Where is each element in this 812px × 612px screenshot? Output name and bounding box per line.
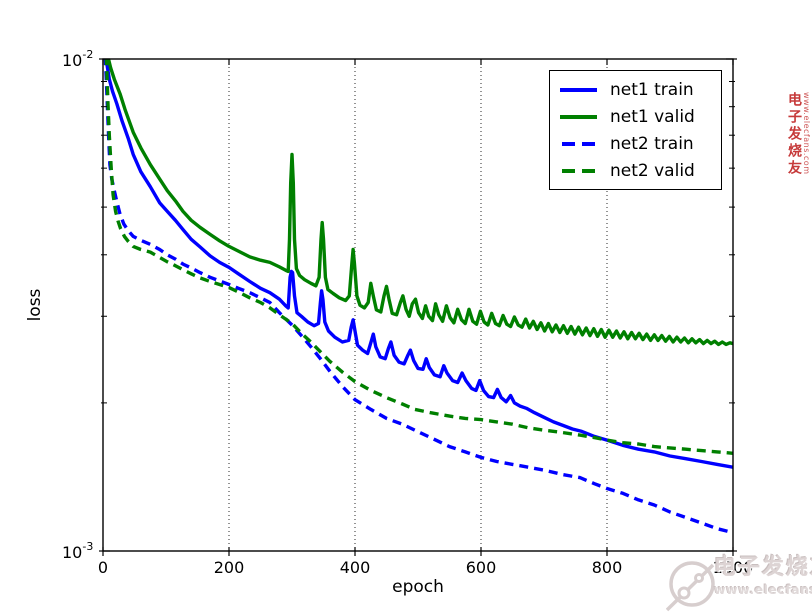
x-axis-tick-label: 400 [340, 558, 371, 577]
legend-line-sample [560, 114, 597, 119]
elecfans-logo-icon [666, 561, 715, 612]
x-axis-tick-label: 800 [592, 558, 623, 577]
watermark-url-text: www.elecfans.com [714, 582, 812, 598]
legend-entry-net2-valid: net2 valid [560, 161, 713, 181]
watermark-brand-text: 电子发烧友 [786, 92, 802, 177]
x-axis-tick-label: 0 [98, 558, 108, 577]
plot-frame [102, 58, 734, 552]
watermark-top-right: 电子发烧友 www.elecfans.com [786, 92, 811, 177]
legend-entry-net2-train: net2 train [560, 134, 713, 154]
series-net2-valid [104, 59, 733, 455]
legend-entry-net1-valid: net1 valid [560, 107, 713, 127]
series-net1-valid [106, 59, 733, 347]
watermark-url-text: www.elecfans.com [802, 92, 811, 175]
legend-line-sample [560, 87, 597, 92]
legend-label: net1 train [610, 79, 694, 100]
legend-box: net1 train net1 valid net2 train net2 valid [549, 70, 722, 190]
y-axis-tick-label: 10-2 [62, 48, 93, 70]
legend-entry-net1-train: net1 train [560, 80, 713, 100]
y-axis-tick-label: 10-3 [62, 540, 93, 562]
x-axis-tick-label: 200 [214, 558, 245, 577]
legend-line-sample [560, 168, 597, 173]
series-net1-train [104, 59, 733, 469]
watermark-bottom-right: 电子发烧友 www.elecfans.com [666, 552, 812, 612]
x-axis-label: epoch [392, 577, 444, 597]
legend-line-sample [560, 141, 597, 146]
watermark-brand-text: 电子发烧友 [714, 555, 812, 580]
legend-label: net1 valid [610, 106, 695, 127]
legend-label: net2 valid [610, 160, 695, 181]
y-axis-label: loss [25, 288, 45, 321]
legend-label: net2 train [610, 133, 694, 154]
x-axis-tick-label: 600 [466, 558, 497, 577]
x-axis-tick-label: 1000 [713, 558, 754, 577]
